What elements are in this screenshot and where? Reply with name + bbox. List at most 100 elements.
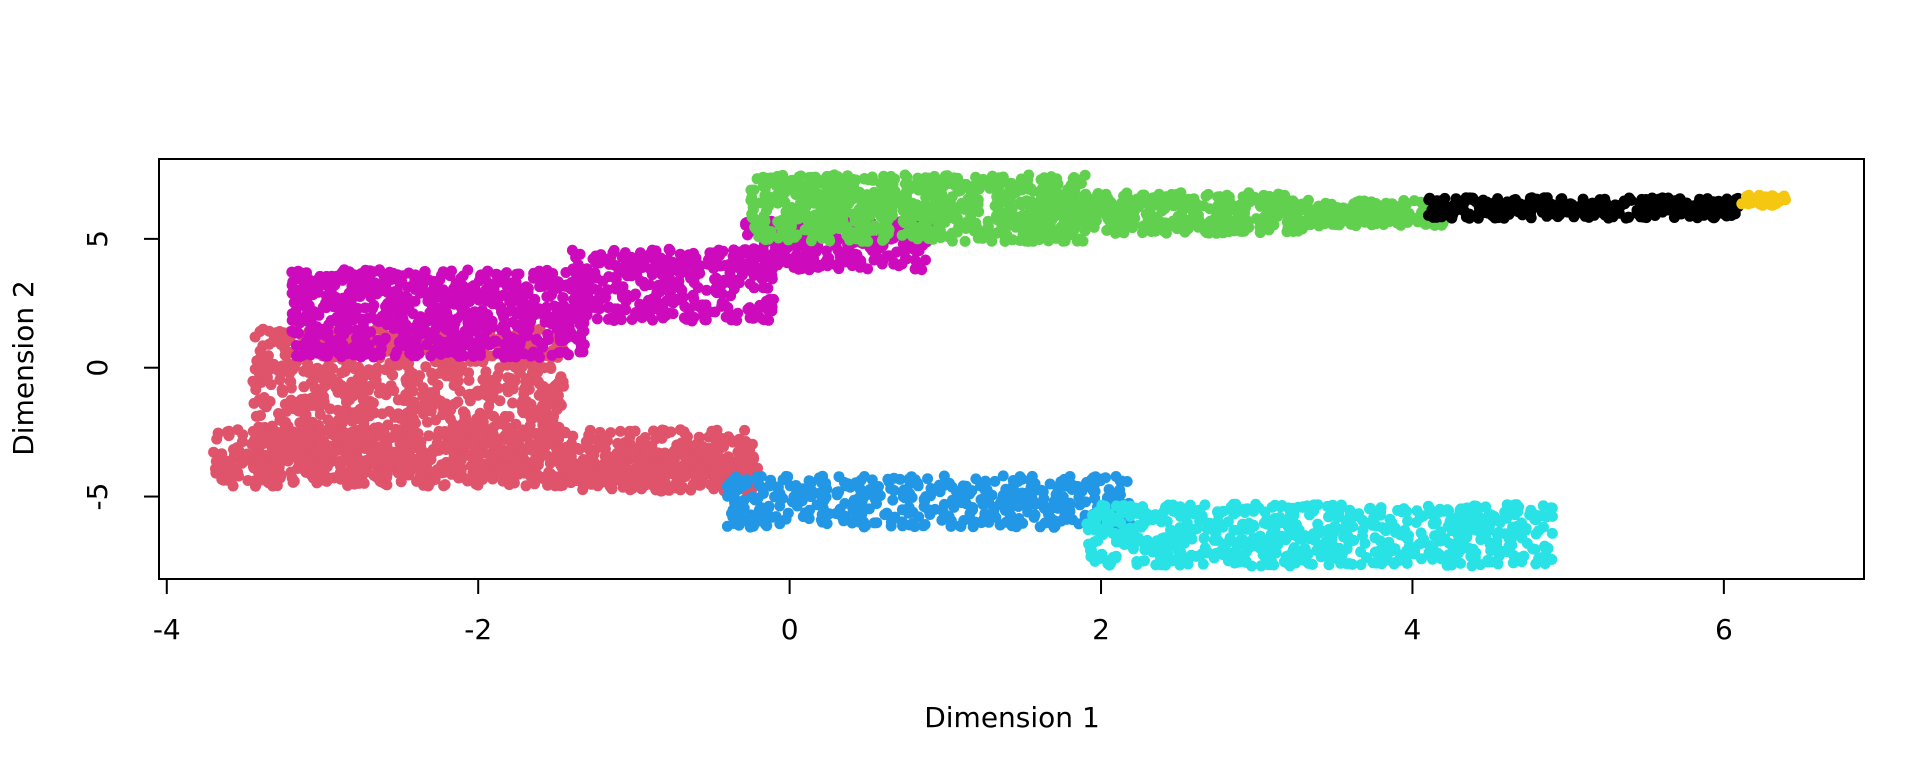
data-point (311, 477, 323, 489)
data-point (913, 174, 925, 186)
data-point (388, 385, 400, 396)
data-point (849, 248, 861, 260)
data-point (488, 438, 499, 450)
data-point (448, 379, 460, 391)
data-point (482, 266, 494, 278)
data-point (1282, 211, 1294, 223)
data-point (1601, 200, 1613, 212)
data-point (362, 312, 374, 324)
data-point (1061, 513, 1073, 525)
data-point (249, 379, 261, 391)
data-point (251, 439, 263, 451)
data-point (571, 265, 583, 277)
data-point (533, 269, 545, 281)
data-point (1281, 226, 1293, 238)
data-point (456, 438, 468, 449)
data-point (407, 308, 419, 320)
data-point (911, 199, 923, 211)
data-point (331, 270, 343, 282)
data-point (554, 373, 566, 384)
series-2 (745, 169, 1449, 247)
data-point (1174, 195, 1186, 207)
data-point (274, 472, 286, 484)
data-point (922, 232, 934, 244)
data-point (708, 447, 719, 459)
data-point (474, 407, 486, 419)
data-point (679, 263, 691, 275)
data-point (846, 260, 858, 272)
data-point (397, 270, 409, 282)
data-point (343, 359, 355, 371)
data-point (858, 173, 870, 185)
data-point (753, 221, 765, 233)
data-point (408, 438, 420, 450)
data-point (936, 188, 948, 200)
data-point (772, 170, 783, 182)
data-point (642, 294, 654, 306)
data-point (437, 367, 449, 379)
data-point (531, 428, 543, 439)
data-point (314, 444, 326, 456)
data-point (600, 461, 612, 473)
data-point (258, 364, 270, 376)
data-point (1736, 198, 1748, 210)
data-point (591, 313, 603, 325)
data-point (311, 362, 323, 374)
data-point (574, 346, 586, 358)
data-point (978, 179, 990, 190)
data-point (1033, 199, 1045, 210)
data-point (1254, 221, 1266, 233)
data-point (814, 175, 826, 187)
data-point (932, 223, 944, 235)
data-point (1503, 208, 1515, 220)
data-point (333, 317, 345, 329)
data-point (322, 414, 334, 426)
data-point (439, 426, 451, 437)
data-point (284, 367, 296, 379)
data-point (1395, 219, 1407, 231)
data-point (476, 304, 488, 316)
data-point (1531, 195, 1543, 207)
data-point (605, 312, 617, 324)
data-point (989, 200, 1001, 212)
data-point (1586, 197, 1598, 209)
data-point (344, 381, 356, 393)
data-point (1243, 187, 1255, 199)
data-point (502, 372, 514, 384)
data-point (942, 201, 954, 213)
data-point (397, 457, 409, 469)
data-point (1156, 217, 1168, 228)
data-point (1489, 212, 1501, 224)
data-point (734, 262, 746, 274)
data-point (761, 302, 773, 314)
series-3 (1423, 192, 1744, 224)
data-point (1657, 206, 1669, 217)
data-point (1263, 223, 1275, 235)
data-point (802, 215, 814, 227)
data-point (427, 446, 439, 458)
data-point (411, 270, 422, 282)
data-point (847, 186, 859, 198)
data-point (208, 446, 220, 458)
data-point (228, 449, 240, 461)
data-point (1041, 222, 1053, 233)
data-point (505, 304, 517, 316)
data-point (488, 335, 500, 347)
data-point (582, 304, 594, 316)
series-4 (1736, 189, 1791, 211)
data-point (960, 223, 972, 234)
data-point (544, 431, 556, 443)
data-point (1008, 516, 1020, 527)
data-point (690, 252, 702, 264)
data-point (1300, 204, 1312, 216)
data-point (630, 288, 641, 300)
data-point (887, 179, 899, 191)
data-point (352, 312, 364, 324)
data-point (1610, 206, 1622, 218)
data-point (771, 491, 783, 503)
data-point (687, 289, 699, 301)
data-point (1243, 222, 1255, 233)
data-point (482, 408, 494, 420)
data-point (698, 309, 709, 321)
data-point (442, 323, 454, 334)
